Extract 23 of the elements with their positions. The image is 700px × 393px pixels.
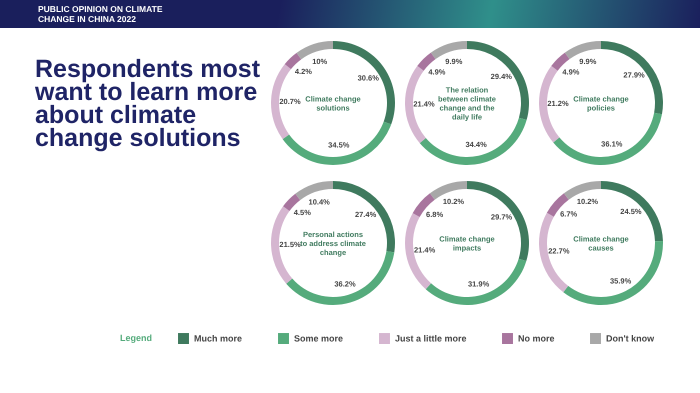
donut-slice (430, 181, 467, 200)
donut-slice (430, 41, 467, 60)
donut-slice (417, 52, 436, 71)
text: Respondents most want to learn more about climate change solutions (35, 55, 262, 152)
donut-slice (286, 251, 394, 305)
donut-slice (426, 258, 526, 305)
text: PUBLIC OPINION ON CLIMATE CHANGE IN CHINA 2022 (38, 4, 164, 24)
donut-slice (283, 194, 300, 211)
legend-label: Much more (194, 334, 242, 344)
donut-slice (553, 112, 662, 165)
donut-slice (551, 52, 570, 71)
donut-slice (295, 181, 333, 200)
legend-label: Don't know (606, 334, 656, 344)
donut-slice (284, 52, 302, 70)
donut-slice (282, 122, 392, 165)
legend-label: No more (518, 334, 555, 344)
donut-slice (564, 181, 601, 200)
legend-title: Legend (120, 333, 152, 343)
legend-label: Just a little more (395, 334, 467, 344)
donut-slice (601, 181, 663, 242)
donut-slice (296, 41, 333, 60)
donut-slice (564, 41, 601, 60)
legend-label: Some more (294, 334, 344, 344)
